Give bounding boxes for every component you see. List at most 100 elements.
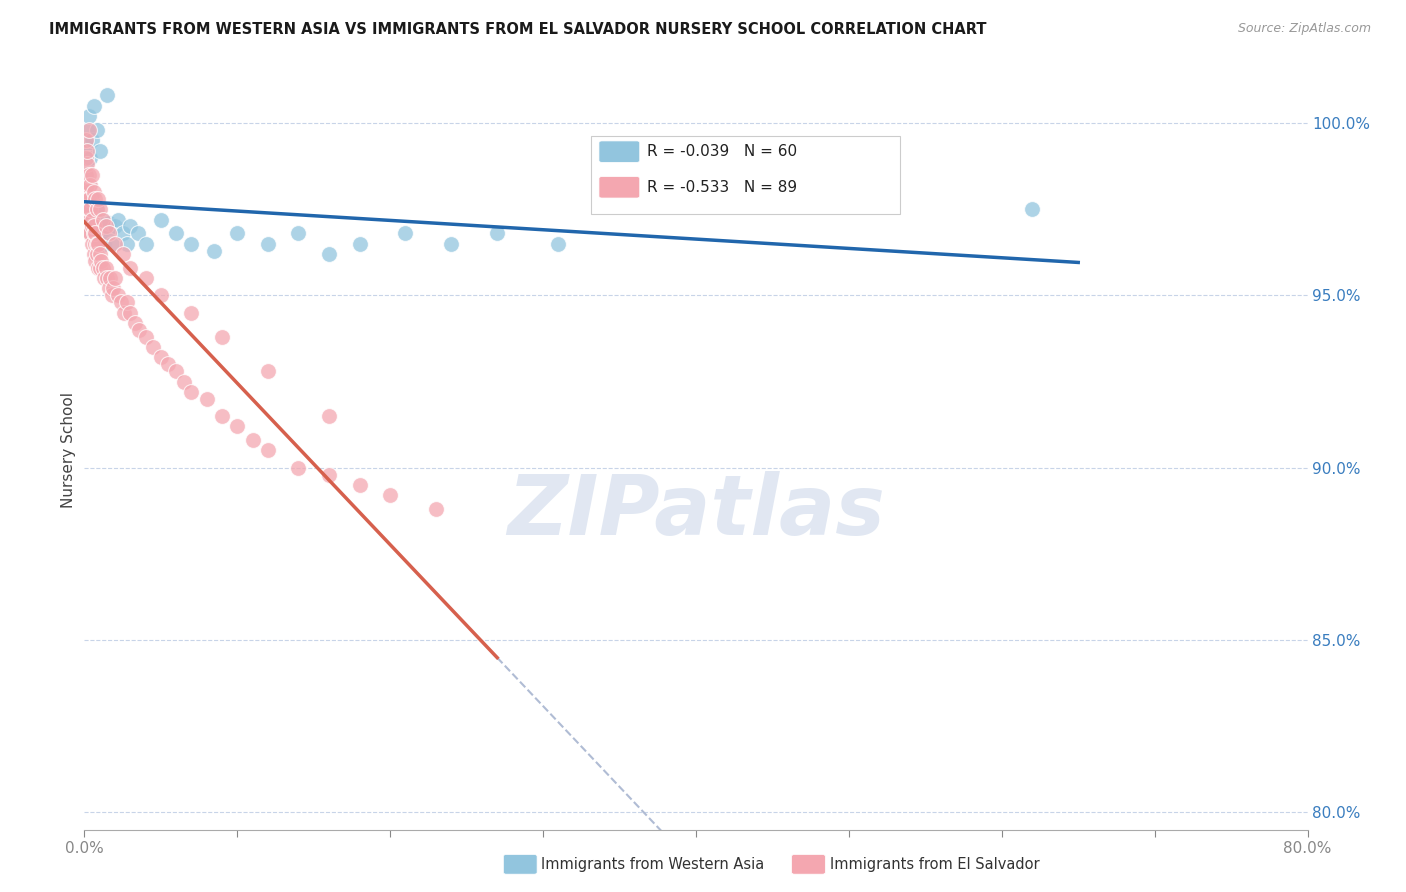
Point <box>83 247 105 261</box>
Point <box>84 209 107 223</box>
Point <box>83 202 105 217</box>
Point <box>104 236 127 251</box>
Point <box>135 271 157 285</box>
Point <box>93 236 115 251</box>
Point <box>91 212 114 227</box>
Point <box>91 212 114 227</box>
Point <box>77 202 100 217</box>
Point <box>124 316 146 330</box>
Point <box>79 151 101 165</box>
Point <box>101 236 124 251</box>
Point <box>211 330 233 344</box>
Point <box>349 478 371 492</box>
Point <box>98 271 121 285</box>
Point <box>104 271 127 285</box>
Point <box>76 140 98 154</box>
Point <box>380 488 402 502</box>
Point <box>287 227 309 241</box>
Point <box>547 236 569 251</box>
Point <box>84 236 107 251</box>
Point <box>180 305 202 319</box>
Point <box>89 219 111 234</box>
Point <box>83 219 105 234</box>
Point <box>79 219 101 234</box>
Point <box>149 351 172 365</box>
Point <box>80 168 103 182</box>
Point <box>75 192 97 206</box>
Point <box>96 271 118 285</box>
Point <box>165 364 187 378</box>
Point <box>83 219 105 234</box>
Point <box>87 260 110 275</box>
Point <box>128 323 150 337</box>
Point <box>120 305 142 319</box>
Point <box>80 212 103 227</box>
Point <box>107 288 129 302</box>
Point <box>84 192 107 206</box>
Point <box>91 260 114 275</box>
Point <box>80 236 103 251</box>
Point <box>76 185 98 199</box>
Point <box>97 281 120 295</box>
Point <box>149 288 172 302</box>
Point <box>157 357 180 371</box>
Point <box>84 253 107 268</box>
Text: IMMIGRANTS FROM WESTERN ASIA VS IMMIGRANTS FROM EL SALVADOR NURSERY SCHOOL CORRE: IMMIGRANTS FROM WESTERN ASIA VS IMMIGRAN… <box>49 22 987 37</box>
Point <box>94 219 117 234</box>
Point <box>425 502 447 516</box>
Point <box>115 295 138 310</box>
Point <box>318 247 340 261</box>
Point <box>202 244 225 258</box>
Point <box>195 392 218 406</box>
Point <box>75 202 97 217</box>
Point <box>77 123 100 137</box>
Point <box>89 144 111 158</box>
Point <box>77 178 100 192</box>
Point <box>226 419 249 434</box>
Point <box>83 227 105 241</box>
Point <box>79 178 101 192</box>
Point <box>77 109 100 123</box>
Point <box>486 227 509 241</box>
Point <box>86 247 108 261</box>
Y-axis label: Nursery School: Nursery School <box>60 392 76 508</box>
Point <box>83 185 105 199</box>
Point <box>76 123 98 137</box>
Point <box>1021 202 1043 217</box>
Point <box>89 260 111 275</box>
Point <box>79 202 101 217</box>
Point <box>318 467 340 482</box>
Point <box>97 227 120 241</box>
Point <box>77 212 100 227</box>
Point <box>75 147 97 161</box>
Point <box>77 227 100 241</box>
Point <box>173 375 195 389</box>
Point <box>120 219 142 234</box>
Point <box>75 133 97 147</box>
Point <box>79 227 101 241</box>
Point <box>87 236 110 251</box>
Point <box>287 460 309 475</box>
Text: Immigrants from El Salvador: Immigrants from El Salvador <box>830 857 1039 871</box>
Point <box>257 364 280 378</box>
Point <box>257 443 280 458</box>
Point <box>111 247 134 261</box>
Point <box>94 260 117 275</box>
Point <box>76 192 98 206</box>
Point <box>84 229 107 244</box>
Point <box>86 123 108 137</box>
Point <box>76 202 98 217</box>
Point <box>80 227 103 241</box>
Point <box>89 202 111 217</box>
Point <box>115 236 138 251</box>
Point <box>257 236 280 251</box>
Point <box>90 227 112 241</box>
Point <box>135 330 157 344</box>
Point <box>84 227 107 241</box>
Point <box>104 219 127 234</box>
Point <box>83 99 105 113</box>
Point <box>80 133 103 147</box>
Point <box>77 168 100 182</box>
Point <box>135 236 157 251</box>
Point <box>90 253 112 268</box>
